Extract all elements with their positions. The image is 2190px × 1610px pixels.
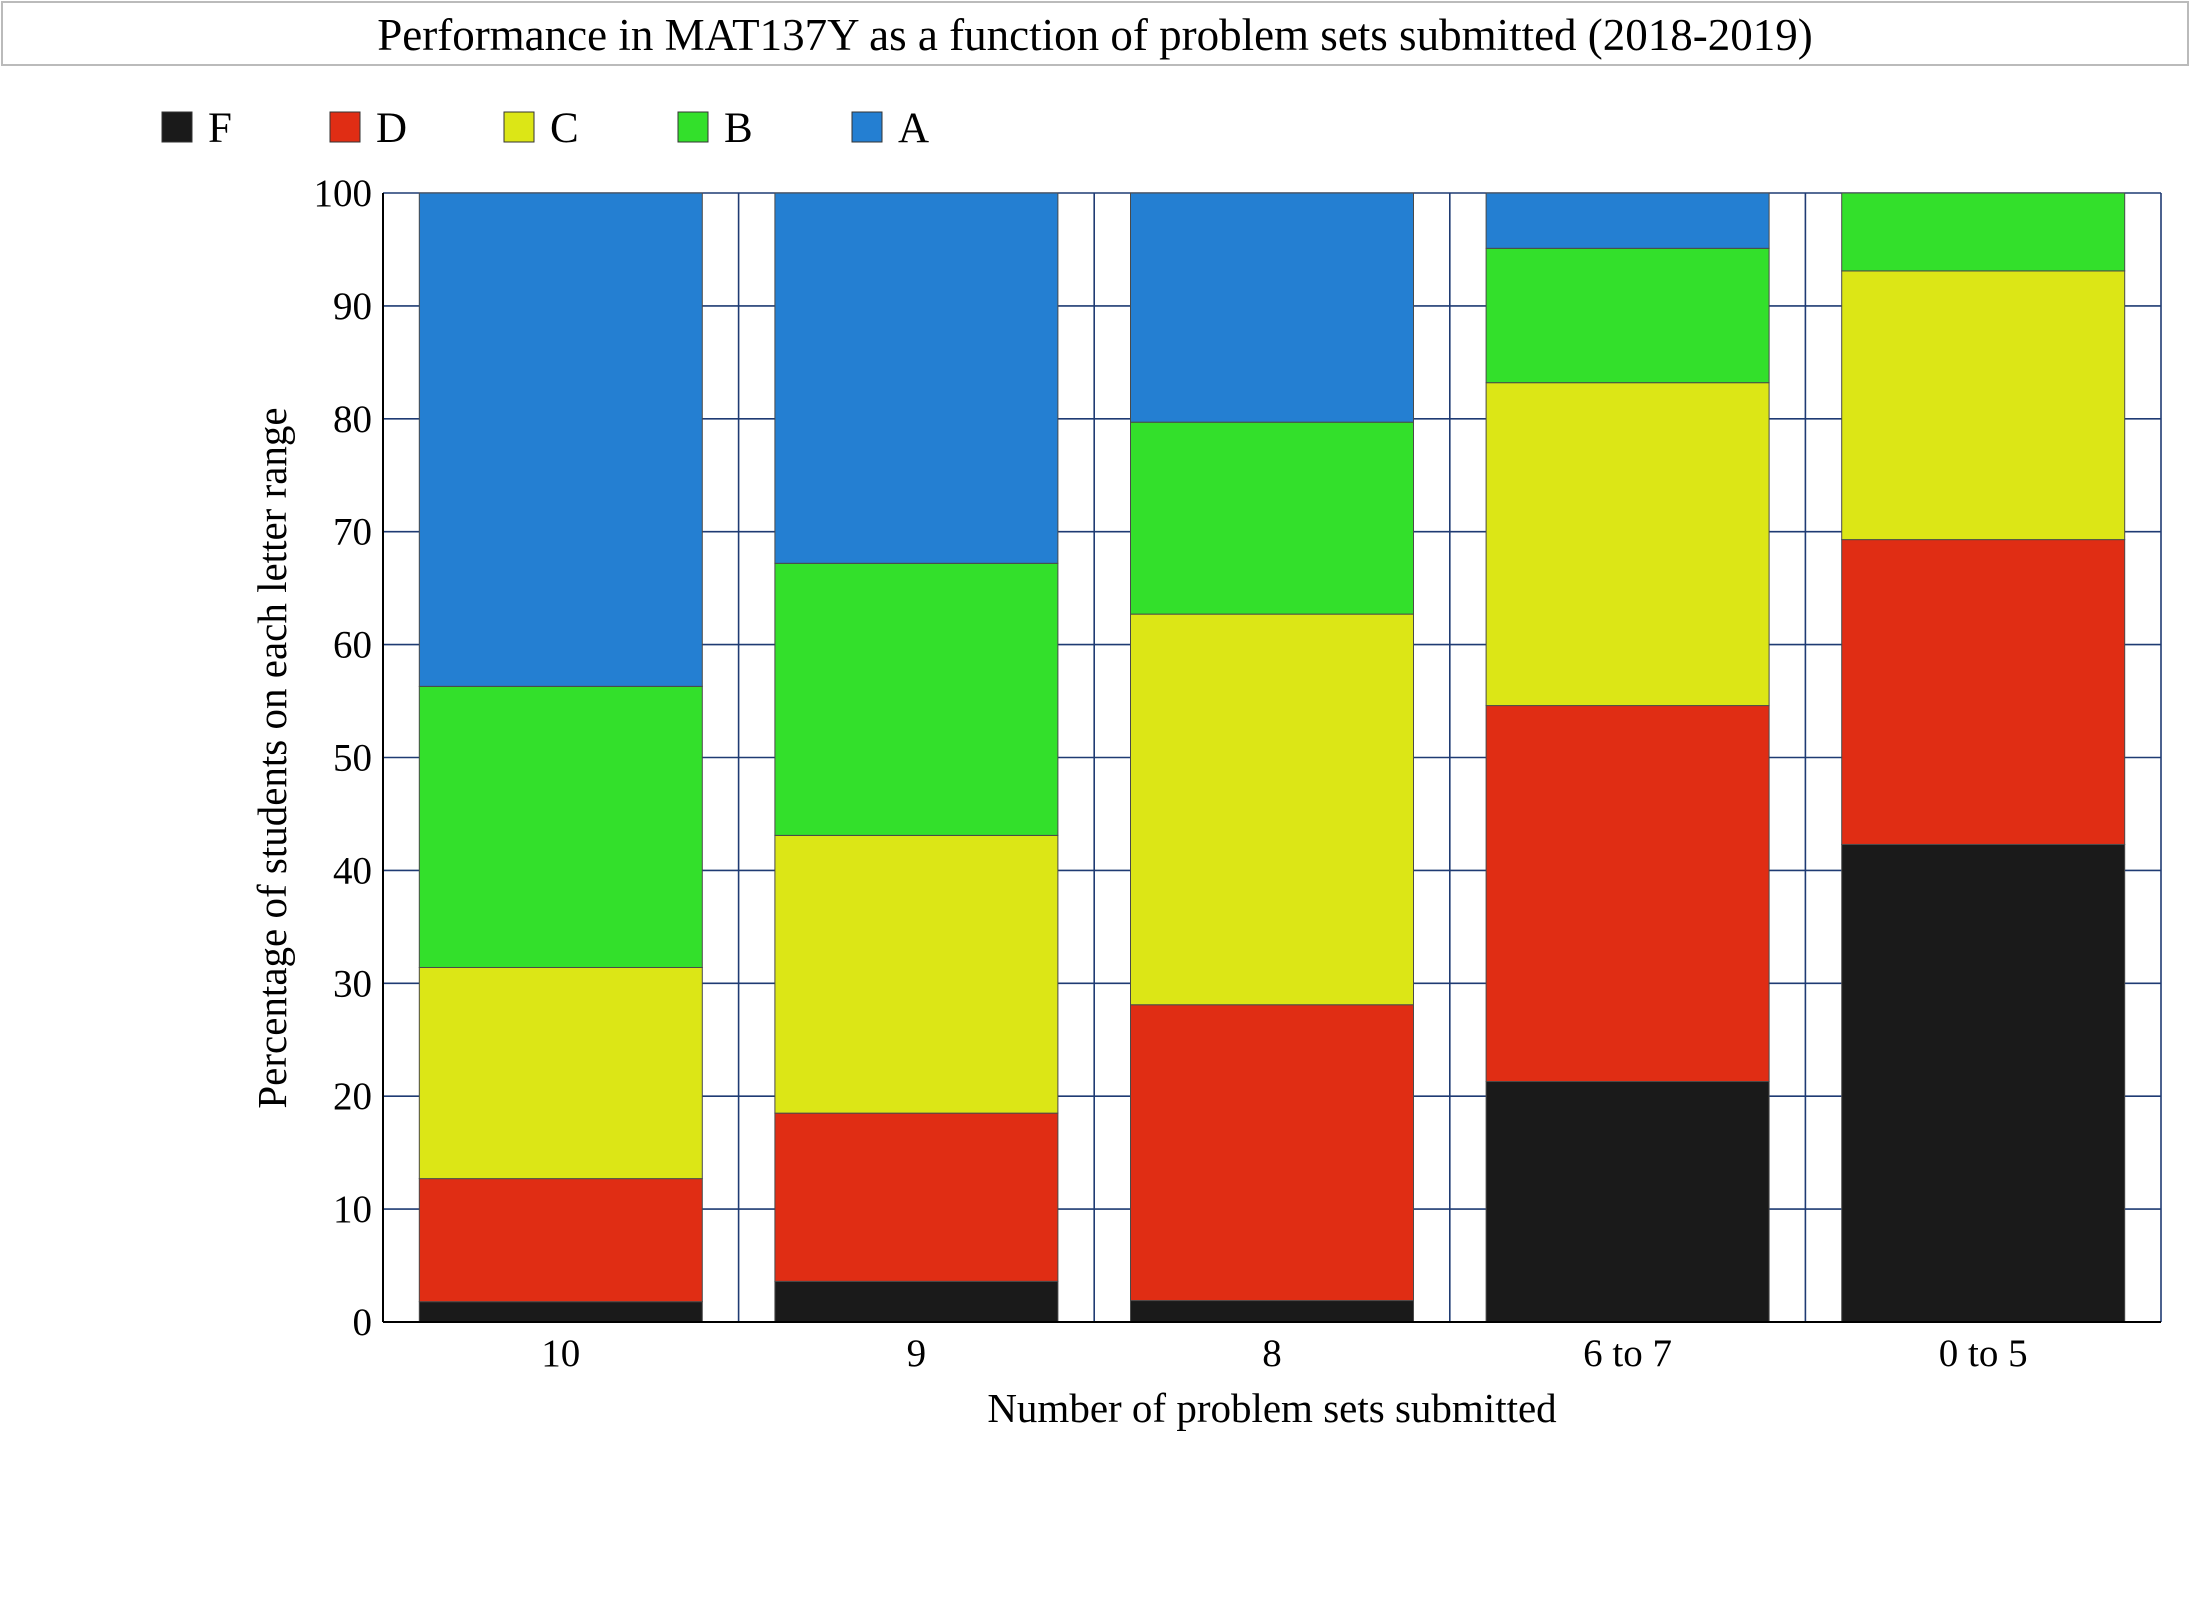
bar-segment-c: [1130, 613, 1414, 1006]
bar-segment-c: [418, 966, 703, 1180]
y-tick-label: 40: [333, 849, 372, 892]
y-tick-label: 70: [333, 511, 372, 554]
legend-label-c: C: [550, 105, 579, 152]
y-tick-label: 50: [333, 737, 372, 780]
y-tick-label: 80: [333, 398, 372, 441]
legend-item-a: A: [851, 105, 929, 152]
x-axis-title: Number of problem sets submitted: [987, 1385, 1556, 1431]
bar-segment-d: [1130, 1004, 1414, 1302]
legend-item-c: C: [503, 105, 579, 152]
bar-segment-b: [774, 562, 1059, 836]
bar-segment-d: [1485, 705, 1770, 1083]
bar-segment-a: [774, 192, 1059, 564]
bar-segment-c: [1485, 382, 1770, 707]
legend-label-b: B: [724, 105, 753, 152]
x-tick-labels: 10 9 8 6 to 7 0 to 5: [541, 1332, 2027, 1375]
legend-swatch-b: [677, 111, 709, 143]
bar-segment-d: [1841, 539, 2126, 845]
y-tick-label: 100: [314, 172, 373, 215]
bar-segment-b: [1841, 192, 2126, 272]
x-tick-label: 6 to 7: [1583, 1332, 1672, 1375]
bar-stack: [774, 192, 1059, 1323]
y-tick-label: 60: [333, 624, 372, 667]
y-tick-label: 0: [353, 1301, 373, 1344]
bar-segment-f: [1485, 1081, 1770, 1323]
bar-segment-c: [1841, 270, 2126, 541]
legend-swatch-a: [851, 111, 883, 143]
bar-segment-f: [1130, 1300, 1414, 1323]
x-tick-label: 8: [1262, 1332, 1282, 1375]
axes: [382, 193, 2161, 1323]
legend-swatch-d: [329, 111, 361, 143]
bar-segment-f: [1841, 843, 2126, 1323]
bar-stack: [1485, 192, 1770, 1323]
bar-segment-d: [418, 1178, 703, 1303]
chart-title: Performance in MAT137Y as a function of …: [377, 10, 1813, 60]
legend-label-d: D: [376, 105, 407, 152]
bars: [418, 192, 2126, 1323]
bar-segment-c: [774, 834, 1059, 1114]
bar-segment-b: [1130, 421, 1414, 615]
legend-swatch-f: [161, 111, 193, 143]
legend-item-b: B: [677, 105, 753, 152]
y-axis-title: Percentage of students on each letter ra…: [249, 407, 295, 1108]
y-tick-labels: 0 10 20 30 40 50 60 70 80 90 100: [314, 172, 373, 1344]
x-tick-label: 9: [907, 1332, 927, 1375]
bar-stack: [418, 192, 703, 1323]
legend-item-d: D: [329, 105, 407, 152]
y-tick-label: 10: [333, 1188, 372, 1231]
bar-segment-b: [1485, 247, 1770, 384]
bar-stack: [1841, 192, 2126, 1323]
bar-segment-b: [418, 685, 703, 968]
bar-segment-a: [1130, 192, 1414, 423]
y-tick-label: 30: [333, 962, 372, 1005]
legend-label-f: F: [208, 105, 232, 152]
bar-segment-d: [774, 1112, 1059, 1282]
x-tick-label: 10: [541, 1332, 580, 1375]
bar-segment-f: [774, 1280, 1059, 1323]
y-tick-label: 90: [333, 285, 372, 328]
legend-swatch-c: [503, 111, 535, 143]
legend-item-f: F: [161, 105, 232, 152]
bar-segment-f: [418, 1301, 703, 1323]
legend-label-a: A: [898, 105, 929, 152]
y-tick-label: 20: [333, 1075, 372, 1118]
x-tick-label: 0 to 5: [1939, 1332, 2028, 1375]
bar-segment-a: [418, 192, 703, 687]
bar-segment-a: [1485, 192, 1770, 249]
title-box: [1, 1, 2189, 66]
bar-stack: [1130, 192, 1414, 1323]
